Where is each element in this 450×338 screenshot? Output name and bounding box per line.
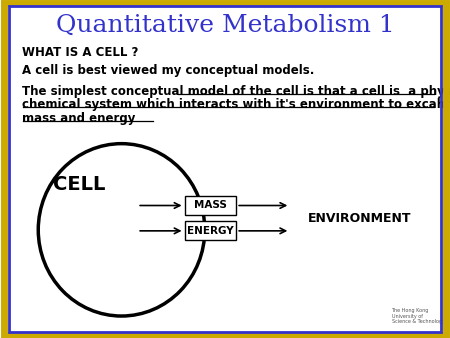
Text: MASS: MASS [194, 200, 227, 210]
Text: ENVIRONMENT: ENVIRONMENT [308, 212, 412, 224]
Text: mass and energy: mass and energy [22, 112, 136, 125]
Text: A cell is best viewed my conceptual models.: A cell is best viewed my conceptual mode… [22, 65, 315, 77]
Text: ENERGY: ENERGY [187, 226, 234, 236]
Bar [184, 221, 236, 240]
Text: CELL: CELL [53, 175, 105, 194]
Text: WHAT IS A CELL ?: WHAT IS A CELL ? [22, 46, 139, 59]
Text: chemical system which interacts with it's environment to excahnge: chemical system which interacts with it'… [22, 98, 450, 111]
Text: The Hong Kong
University of
Science & Technology: The Hong Kong University of Science & Te… [392, 308, 445, 324]
Bar [184, 196, 236, 215]
Text: The simplest conceptual model of the cell is that a cell is  a physio-: The simplest conceptual model of the cel… [22, 85, 450, 98]
Text: Quantitative Metabolism 1: Quantitative Metabolism 1 [56, 14, 394, 37]
